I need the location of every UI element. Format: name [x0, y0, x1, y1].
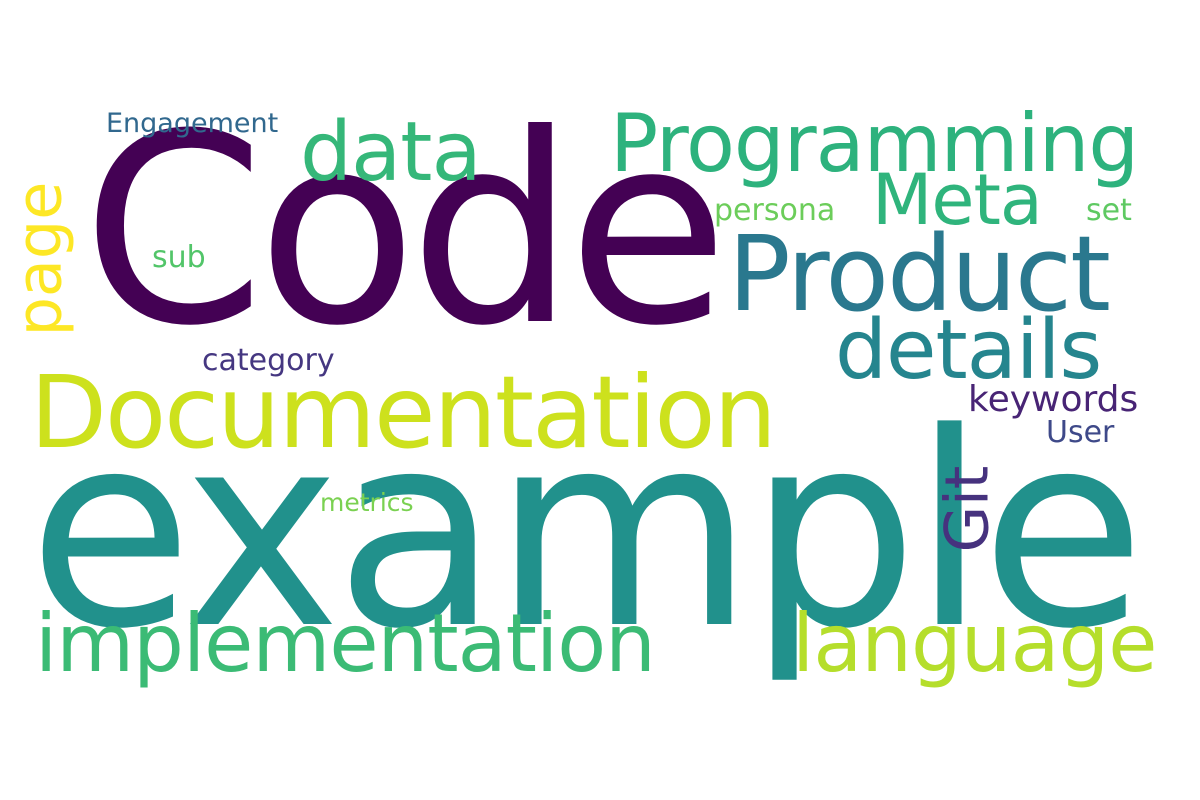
word-persona: persona [714, 193, 836, 228]
word-example: example [28, 376, 1146, 688]
word-data: data [300, 105, 482, 200]
word-category: category [202, 343, 335, 378]
word-meta: Meta [872, 159, 1043, 241]
word-engagement: Engagement [106, 108, 279, 139]
word-keywords: keywords [968, 379, 1139, 420]
word-details: details [835, 303, 1102, 398]
word-implementation: implementation [35, 597, 656, 690]
word-user: User [1046, 415, 1115, 450]
word-sub: sub [152, 240, 206, 275]
word-metrics: metrics [320, 488, 414, 517]
word-language: language [792, 597, 1157, 690]
word-code: Code [82, 78, 729, 383]
word-page: page [2, 181, 76, 337]
word-git: Git [932, 465, 1003, 553]
word-programming: Programming [610, 97, 1139, 190]
word-product: Product [728, 213, 1111, 335]
word-documentation: Documentation [30, 354, 777, 471]
word-set: set [1086, 193, 1132, 228]
